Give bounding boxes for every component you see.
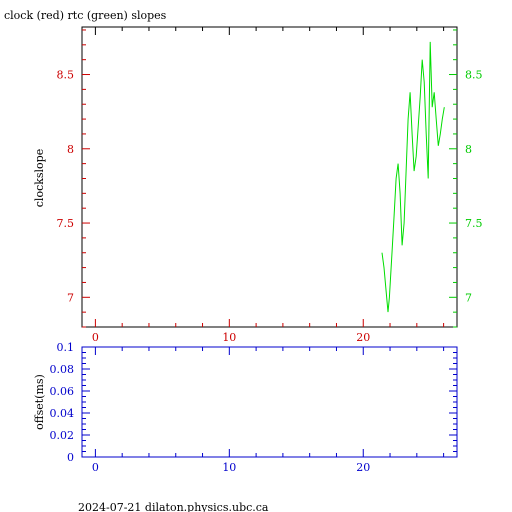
top-y-tick-label-right: 8.5	[465, 69, 483, 82]
top-panel: clockslope 0 10 20 7 7 7.5 7.5 8 8 8.5 8.5	[33, 26, 483, 344]
bottom-y-tick-label: 0.1	[57, 341, 75, 354]
top-plot-frame	[81, 26, 458, 328]
top-x-tick-label: 0	[92, 331, 99, 344]
top-y-tick-label-left: 8	[67, 143, 74, 156]
bottom-x-tick-label: 20	[356, 461, 370, 474]
series-line-rtc	[381, 41, 445, 313]
top-ticks: 0 10 20 7 7 7.5 7.5 8 8 8.5 8.5	[57, 27, 483, 344]
top-y-tick-label-left: 8.5	[57, 69, 75, 82]
footer-host-date: 2024-07-21 dilaton.physics.ubc.ca	[78, 501, 269, 512]
bottom-plot-frame	[81, 346, 458, 458]
top-series	[381, 41, 445, 313]
top-y-tick-label-right: 7	[465, 291, 472, 304]
top-y-tick-label-right: 8	[465, 143, 472, 156]
bottom-y-tick-label: 0.04	[50, 407, 75, 420]
bottom-ticks: 0 10 20 0 0.02 0.04 0.06 0.08 0.1	[50, 341, 457, 474]
bottom-panel: offset(ms) 0 10 20 0 0.02 0.04 0.06 0.08 0.1	[33, 341, 458, 474]
top-y-tick-label-left: 7.5	[57, 217, 75, 230]
bottom-x-tick-label: 0	[92, 461, 99, 474]
top-y-tick-label-right: 7.5	[465, 217, 483, 230]
top-x-tick-label: 20	[356, 331, 370, 344]
bottom-y-tick-label: 0.06	[50, 385, 75, 398]
bottom-y-axis-label: offset(ms)	[33, 374, 46, 430]
bottom-y-tick-label: 0.02	[50, 429, 75, 442]
top-y-axis-label: clockslope	[33, 149, 46, 207]
top-y-tick-label-left: 7	[67, 291, 74, 304]
top-x-tick-label: 10	[222, 331, 236, 344]
chart-title: clock (red) rtc (green) slopes	[4, 9, 167, 22]
bottom-x-tick-label: 10	[222, 461, 236, 474]
bottom-y-tick-label: 0	[67, 451, 74, 464]
bottom-y-tick-label: 0.08	[50, 363, 75, 376]
